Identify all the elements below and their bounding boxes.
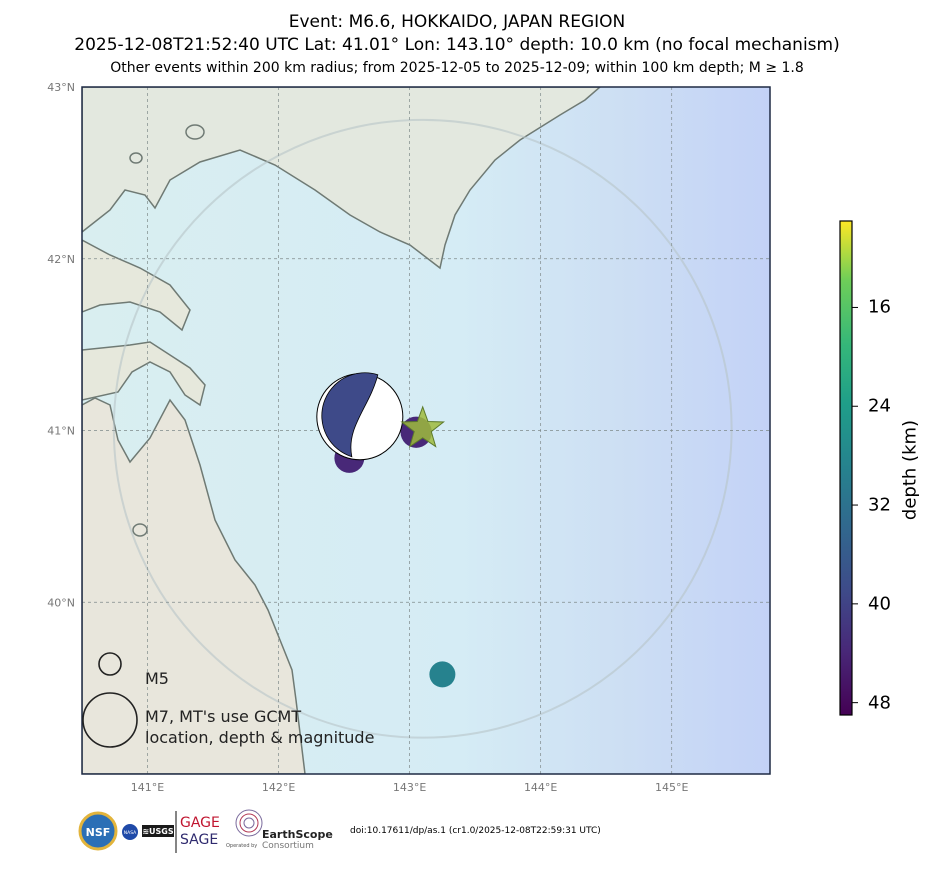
search-radius-circle [112,118,733,739]
lon-tick-label: 144°E [524,781,557,794]
event-title: Event: M6.6, HOKKAIDO, JAPAN REGION [288,12,626,32]
earthscope-logo-icon [235,809,263,837]
earthscope-operated-by: Operated by [226,843,257,849]
colorbar-title: depth (km) [899,419,921,521]
doi-citation: doi:10.17611/dp/as.1 (cr1.0/2025-12-08T2… [350,826,601,836]
nsf-logo-icon [78,811,118,851]
lon-tick-label: 141°E [131,781,164,794]
lat-tick-label: 43°N [47,81,75,94]
shimokita-peninsula [82,341,206,407]
main-event-star-icon[interactable] [400,405,445,448]
colorbar-tick-label: 24 [868,395,891,417]
island [129,152,143,164]
earthscope-logo-ring [243,817,255,829]
hokkaido-landmass [82,87,602,270]
map-frame [81,86,771,775]
lon-tick-label: 142°E [262,781,295,794]
legend-m7-sublabel: location, depth & magnitude [145,728,374,747]
earthscope-logo-text: EarthScope [262,828,333,841]
lat-tick-label: 42°N [47,253,75,266]
event-details: 2025-12-08T21:52:40 UTC Lat: 41.01° Lon:… [74,35,840,55]
sage-logo-text: SAGE [180,832,218,848]
lon-tick-label: 145°E [655,781,688,794]
colorbar-tick-label: 32 [868,494,891,516]
usgs-logo-icon [142,825,174,837]
island [185,124,205,140]
colorbar-tick-label: 40 [868,593,891,615]
lat-tick-label: 41°N [47,425,75,438]
gage-logo-text: GAGE [180,815,220,831]
event-filter-note: Other events within 200 km radius; from … [110,60,804,76]
oshima-peninsula [82,239,191,332]
earthscope-consortium-text: Consortium [262,841,314,851]
colorbar-tick-label: 16 [868,296,891,318]
island [132,523,148,537]
nasa-logo-text: NASA [124,830,137,836]
beachball-compression-quadrant [321,372,379,458]
lat-tick-label: 40°N [47,596,75,609]
depth-colorbar [839,220,853,716]
honshu-landmass [82,397,306,774]
earthscope-logo-ring [239,813,259,833]
nasa-logo-icon [122,824,138,840]
legend-m7-label: M7, MT's use GCMT [145,707,301,726]
legend-m5-label: M5 [145,669,169,688]
legend-m7-circle [82,692,138,748]
nsf-logo-text: NSF [86,826,111,839]
epicenter-map: 141°E 142°E 143°E 144°E 145°E 43°N 42°N 41°N 40°… [47,81,858,794]
footer-logos: NSF NASA ≋USGS GAGE SAGE EarthScope Oper… [78,809,333,853]
usgs-logo-text: ≋USGS [142,827,174,836]
earthquake-marker[interactable] [429,661,456,688]
lon-tick-label: 143°E [393,781,426,794]
colorbar-tick-label: 48 [868,692,891,714]
legend-m5-circle [98,652,122,676]
